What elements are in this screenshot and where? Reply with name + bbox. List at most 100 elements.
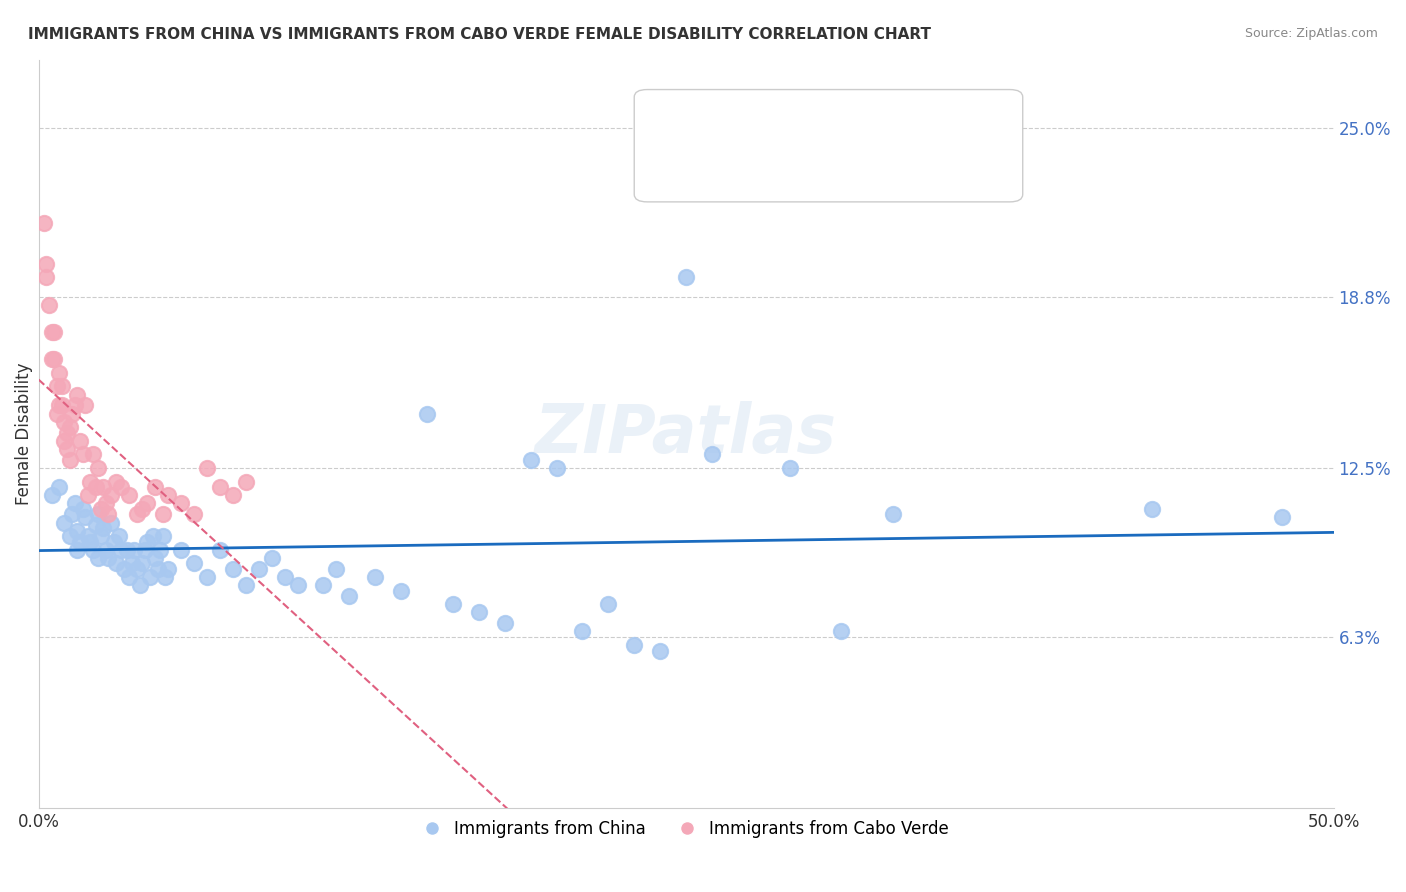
Point bbox=[42, 325, 65, 339]
Legend: Immigrants from China, Immigrants from Cabo Verde: Immigrants from China, Immigrants from C… bbox=[418, 814, 955, 845]
Point bbox=[152, 529, 174, 543]
Point bbox=[830, 624, 852, 639]
Text: IMMIGRANTS FROM CHINA VS IMMIGRANTS FROM CABO VERDE FEMALE DISABILITY CORRELATIO: IMMIGRANTS FROM CHINA VS IMMIGRANTS FROM… bbox=[28, 27, 931, 42]
Point bbox=[208, 542, 231, 557]
Point bbox=[35, 257, 58, 271]
Point bbox=[131, 557, 153, 571]
Point bbox=[1142, 502, 1164, 516]
Point bbox=[675, 270, 697, 285]
Point bbox=[128, 578, 150, 592]
Point bbox=[222, 562, 245, 576]
Point bbox=[100, 516, 122, 530]
Point bbox=[53, 415, 76, 429]
Point bbox=[41, 352, 63, 367]
Point bbox=[125, 562, 148, 576]
Point bbox=[112, 562, 135, 576]
Point bbox=[110, 480, 132, 494]
Point bbox=[42, 352, 65, 367]
Point bbox=[136, 534, 159, 549]
Point bbox=[115, 542, 138, 557]
Point bbox=[235, 578, 257, 592]
Point bbox=[149, 542, 172, 557]
Point bbox=[650, 643, 672, 657]
Point bbox=[60, 407, 83, 421]
Point bbox=[79, 534, 101, 549]
Y-axis label: Female Disability: Female Disability bbox=[15, 363, 32, 505]
Text: ZIPatlas: ZIPatlas bbox=[536, 401, 837, 467]
Point bbox=[82, 542, 104, 557]
Point bbox=[66, 542, 89, 557]
Point bbox=[63, 496, 86, 510]
Point bbox=[75, 510, 97, 524]
Point bbox=[91, 521, 114, 535]
Point bbox=[97, 550, 120, 565]
Point bbox=[598, 597, 620, 611]
Point bbox=[66, 387, 89, 401]
Text: Source: ZipAtlas.com: Source: ZipAtlas.com bbox=[1244, 27, 1378, 40]
Point bbox=[110, 542, 132, 557]
FancyBboxPatch shape bbox=[634, 89, 1022, 202]
Point bbox=[53, 434, 76, 448]
Point bbox=[337, 589, 360, 603]
Point bbox=[90, 502, 112, 516]
Point bbox=[48, 366, 70, 380]
Point bbox=[94, 542, 117, 557]
Point bbox=[364, 570, 387, 584]
Point bbox=[136, 496, 159, 510]
Point bbox=[84, 518, 107, 533]
Point bbox=[41, 488, 63, 502]
Point bbox=[105, 475, 128, 489]
Point bbox=[75, 399, 97, 413]
Point bbox=[76, 529, 98, 543]
Point bbox=[170, 542, 193, 557]
Point bbox=[494, 616, 516, 631]
Point bbox=[155, 570, 177, 584]
Point bbox=[38, 298, 60, 312]
Point bbox=[66, 524, 89, 538]
Point bbox=[94, 496, 117, 510]
Point bbox=[312, 578, 335, 592]
Point bbox=[69, 534, 91, 549]
Point bbox=[170, 496, 193, 510]
Point bbox=[69, 434, 91, 448]
Point bbox=[143, 480, 166, 494]
Point bbox=[222, 488, 245, 502]
Point bbox=[56, 442, 79, 456]
Point bbox=[84, 480, 107, 494]
Point bbox=[87, 508, 110, 522]
Point bbox=[105, 557, 128, 571]
Point bbox=[146, 562, 169, 576]
Point bbox=[76, 488, 98, 502]
Point bbox=[87, 461, 110, 475]
Point bbox=[103, 534, 125, 549]
Point bbox=[139, 570, 162, 584]
Point bbox=[45, 407, 67, 421]
Point bbox=[82, 447, 104, 461]
Point bbox=[141, 529, 163, 543]
Point bbox=[108, 529, 131, 543]
Point bbox=[121, 557, 143, 571]
Point bbox=[118, 570, 141, 584]
Point bbox=[325, 562, 347, 576]
Point bbox=[287, 578, 309, 592]
Point bbox=[91, 480, 114, 494]
Point bbox=[51, 399, 73, 413]
Point bbox=[131, 502, 153, 516]
Point bbox=[41, 325, 63, 339]
Point bbox=[48, 480, 70, 494]
Point bbox=[273, 570, 295, 584]
Point bbox=[441, 597, 464, 611]
Point bbox=[48, 399, 70, 413]
Point bbox=[195, 461, 218, 475]
Point bbox=[35, 270, 58, 285]
Point bbox=[79, 475, 101, 489]
Point bbox=[87, 550, 110, 565]
Point bbox=[623, 638, 645, 652]
Point bbox=[700, 447, 723, 461]
Point bbox=[183, 508, 205, 522]
Point bbox=[56, 425, 79, 440]
Point bbox=[53, 516, 76, 530]
Point bbox=[571, 624, 593, 639]
Point bbox=[63, 399, 86, 413]
Point bbox=[157, 562, 180, 576]
